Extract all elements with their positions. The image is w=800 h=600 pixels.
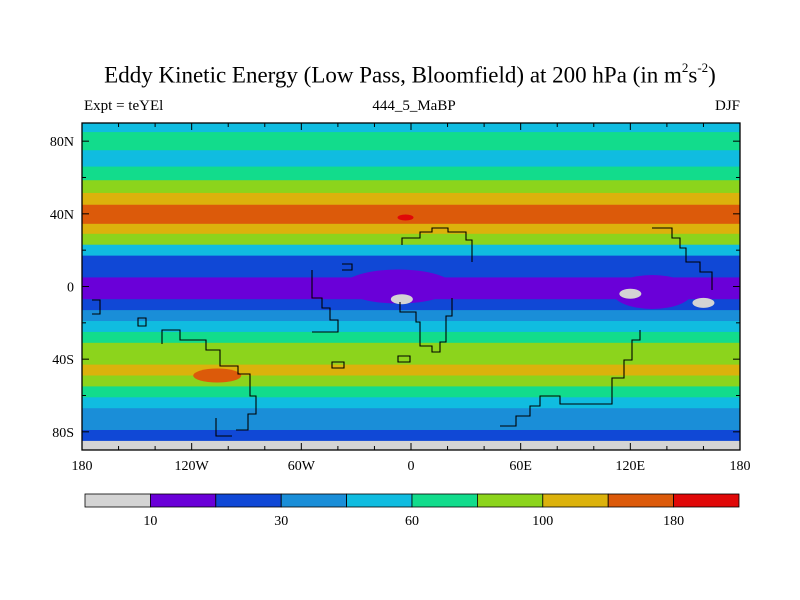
contour-field xyxy=(82,123,740,450)
coastline-segment xyxy=(92,299,101,315)
colorbar: 10 30 60 100 180 xyxy=(84,493,740,529)
y-tick-label: 80N xyxy=(50,135,74,150)
contour-band xyxy=(82,166,740,181)
y-axis: 80N 40N 0 40S 80S xyxy=(50,135,740,441)
contour-anomaly xyxy=(390,294,413,305)
colorbar-label: 30 xyxy=(274,514,288,529)
contour-band xyxy=(82,364,740,377)
contour-anomaly xyxy=(343,269,454,304)
contour-anomaly xyxy=(193,368,242,383)
colorbar-swatch xyxy=(215,493,282,508)
contour-band xyxy=(82,233,740,246)
colorbar-swatch xyxy=(411,493,478,508)
contour-band xyxy=(82,430,740,442)
coastlines xyxy=(92,227,713,437)
contour-band xyxy=(82,375,740,388)
coastline-segment xyxy=(137,317,147,327)
colorbar-label: 100 xyxy=(532,514,553,529)
contour-band xyxy=(82,397,740,409)
colorbar-swatch xyxy=(346,493,413,508)
x-tick-label: 120E xyxy=(616,459,646,474)
colorbar-swatch xyxy=(280,493,348,508)
colorbar-swatch xyxy=(84,493,151,508)
contour-band xyxy=(82,150,740,168)
x-tick-label: 180 xyxy=(72,459,93,474)
coastline-segment xyxy=(397,355,411,363)
contour-band xyxy=(82,386,740,398)
x-tick-label: 0 xyxy=(408,459,415,474)
colorbar-swatch xyxy=(607,493,675,508)
coastline-segment xyxy=(401,227,473,262)
y-tick-label: 0 xyxy=(67,281,74,296)
contour-anomaly xyxy=(692,297,715,308)
contour-band xyxy=(82,353,740,366)
colorbar-label: 10 xyxy=(143,514,157,529)
contour-band xyxy=(82,321,740,333)
contour-band xyxy=(82,244,740,257)
colorbar-label: 180 xyxy=(663,514,684,529)
contour-band xyxy=(82,299,740,311)
colorbar-swatch xyxy=(673,493,740,508)
contour-band xyxy=(82,342,740,355)
y-tick-label: 40S xyxy=(52,353,74,368)
contour-band xyxy=(82,310,740,322)
contour-band xyxy=(82,419,740,431)
season-label: DJF xyxy=(714,98,740,114)
coastline-segment xyxy=(500,330,641,427)
colorbar-swatch xyxy=(542,493,609,508)
contour-anomaly xyxy=(619,288,642,299)
coastline-segment xyxy=(311,270,339,333)
contour-band xyxy=(82,223,740,235)
contour-band xyxy=(82,408,740,420)
y-tick-label: 40N xyxy=(50,208,74,223)
colorbar-swatch xyxy=(476,493,544,508)
chart-title: Eddy Kinetic Energy (Low Pass, Bloomfiel… xyxy=(104,60,716,88)
experiment-label: Expt = teYEl xyxy=(84,98,164,114)
colorbar-swatch xyxy=(149,493,217,508)
contour-band xyxy=(82,255,740,268)
contour-band xyxy=(82,192,740,206)
coastline-segment xyxy=(399,298,453,353)
contour-band xyxy=(82,204,740,216)
coastline-segment xyxy=(652,227,713,290)
x-tick-label: 180 xyxy=(730,459,751,474)
contour-anomaly xyxy=(397,214,414,221)
coastline-segment xyxy=(161,329,257,431)
coastline-segment xyxy=(215,418,232,437)
contour-band xyxy=(82,331,740,344)
x-axis: 180 120W 60W 0 60E 120E 180 xyxy=(72,123,751,474)
coastline-segment xyxy=(342,263,353,271)
y-tick-label: 80S xyxy=(52,426,74,441)
coastline-segment xyxy=(331,361,345,369)
colorbar-label: 60 xyxy=(405,514,419,529)
x-tick-label: 60W xyxy=(288,459,316,474)
x-tick-label: 60E xyxy=(509,459,532,474)
contour-band xyxy=(82,132,740,151)
contour-band xyxy=(82,180,740,194)
run-label: 444_5_MaBP xyxy=(372,98,456,114)
contour-anomaly xyxy=(612,274,693,309)
x-tick-label: 120W xyxy=(175,459,210,474)
